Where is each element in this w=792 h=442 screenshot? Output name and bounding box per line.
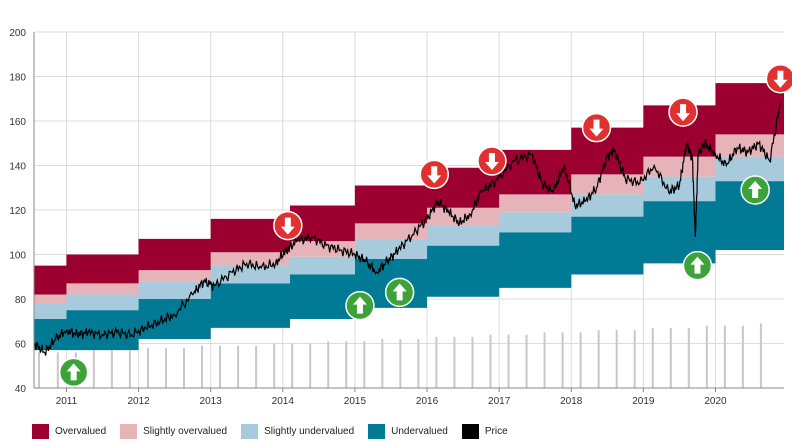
valuation-chart: 40 60 80 100 120 140 160 180 200 2011 2012 2013 2014… — [9, 28, 792, 407]
legend-item-slightly-undervalued: Slightly undervalued — [241, 423, 355, 439]
x-tick-label: 2014 — [272, 396, 295, 407]
buy-signal-icon — [682, 250, 713, 281]
legend-label-undervalued: Undervalued — [391, 425, 448, 437]
y-tick-label: 160 — [9, 117, 26, 128]
y-tick-label: 200 — [9, 28, 26, 39]
sell-signal-icon — [477, 146, 507, 176]
sell-signal-icon — [273, 210, 303, 241]
band-undervalued — [34, 181, 784, 351]
band-slightly-overvalued — [34, 134, 784, 304]
x-tick-label: 2019 — [632, 396, 655, 407]
x-tick-label: 2016 — [416, 396, 439, 407]
x-tick-label: 2015 — [344, 396, 367, 407]
legend-label-slightly-overvalued: Slightly overvalued — [143, 425, 228, 437]
legend-swatch-undervalued — [368, 423, 386, 439]
x-tick-label: 2020 — [704, 396, 727, 407]
y-tick-label: 100 — [9, 251, 26, 262]
x-tick-label: 2018 — [560, 396, 583, 407]
legend-swatch-price — [461, 423, 479, 439]
chart-legend: Overvalued Slightly overvalued Slightly … — [0, 420, 792, 442]
y-tick-label: 140 — [9, 162, 26, 173]
legend-label-slightly-undervalued: Slightly undervalued — [264, 425, 355, 437]
x-tick-label: 2011 — [56, 396, 78, 407]
sell-signal-icon — [419, 159, 449, 190]
legend-label-overvalued: Overvalued — [55, 425, 107, 437]
x-tick-label: 2017 — [488, 396, 511, 407]
price-line — [33, 103, 781, 356]
legend-item-price: Price — [461, 423, 508, 439]
legend-label-price: Price — [484, 425, 508, 437]
buy-signal-icon — [58, 357, 89, 388]
y-tick-label: 120 — [9, 206, 26, 217]
legend-item-overvalued: Overvalued — [32, 423, 107, 439]
sell-signal-icon — [668, 97, 698, 127]
y-tick-label: 40 — [15, 384, 27, 395]
buy-signal-icon — [740, 175, 770, 205]
buy-signal-icon — [384, 277, 415, 308]
buy-signal-icon — [345, 290, 375, 321]
y-tick-label: 60 — [15, 340, 27, 351]
sell-signal-icon — [765, 63, 792, 94]
sell-signal-icon — [581, 112, 612, 143]
legend-swatch-overvalued — [32, 423, 49, 439]
x-tick-label: 2012 — [127, 396, 150, 407]
legend-swatch-slightly-undervalued — [241, 423, 259, 439]
legend-swatch-slightly-overvalued — [120, 423, 138, 439]
legend-item-slightly-overvalued: Slightly overvalued — [120, 423, 228, 439]
y-tick-label: 80 — [15, 295, 27, 306]
y-tick-label: 180 — [9, 73, 26, 84]
x-tick-label: 2013 — [200, 396, 223, 407]
legend-item-undervalued: Undervalued — [368, 423, 448, 439]
